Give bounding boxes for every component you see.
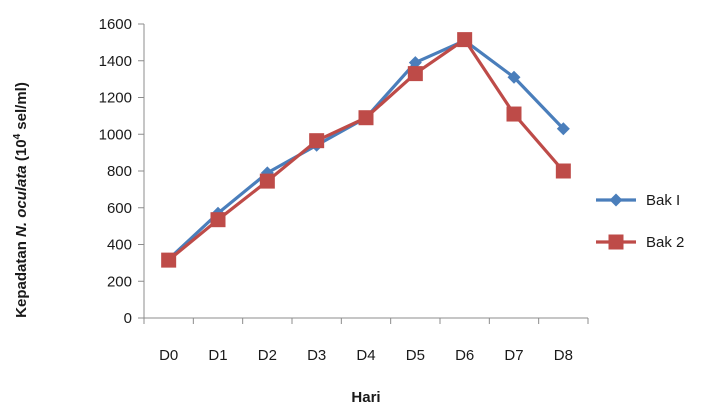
y-tick-label: 1400 — [99, 53, 132, 70]
x-ticks: D0 D1 D2 D3 D4 D5 D6 D7 D8 — [143, 318, 589, 364]
data-point — [210, 212, 226, 228]
x-tick-label: D2 — [258, 347, 277, 364]
y-axis-title-unit-close: sel/ml) — [13, 82, 30, 134]
legend-item: Bak 2 — [596, 234, 684, 251]
x-axis: D0 D1 D2 D3 D4 D5 D6 D7 D8 — [143, 317, 589, 364]
data-point — [407, 66, 423, 82]
legend-marker — [608, 234, 624, 250]
data-point — [457, 32, 473, 48]
data-point — [506, 106, 522, 122]
series-layer — [161, 32, 571, 268]
legend: Bak I Bak 2 — [596, 192, 684, 251]
data-point — [358, 110, 374, 126]
y-axis-title-species: N. oculata — [13, 165, 30, 237]
x-tick-label: D3 — [307, 347, 326, 364]
legend-item: Bak I — [596, 192, 680, 209]
y-tick-label: 800 — [107, 163, 132, 180]
y-axis-title: Kepadatan N. oculata (104 sel/ml) — [12, 82, 30, 318]
y-tick-label: 200 — [107, 273, 132, 290]
x-axis-title: Hari — [351, 389, 380, 406]
data-point — [309, 133, 325, 149]
y-axis-title-prefix: Kepadatan — [13, 237, 30, 318]
data-point — [161, 252, 177, 268]
data-point — [507, 70, 521, 84]
y-tick-label: 1600 — [99, 16, 132, 33]
y-axis-title-unit-open: (10 — [13, 139, 30, 165]
series-2 — [161, 32, 571, 268]
legend-marker — [609, 193, 623, 207]
x-tick-label: D7 — [504, 347, 523, 364]
y-tick-label: 400 — [107, 237, 132, 254]
series-1 — [162, 34, 570, 266]
y-axis: 0 200 400 600 800 1000 1200 1400 1600 — [99, 16, 145, 327]
legend-label: Bak I — [646, 192, 680, 209]
y-tick-label: 1000 — [99, 126, 132, 143]
x-tick-label: D0 — [159, 347, 178, 364]
data-point — [556, 122, 570, 136]
data-point — [555, 163, 571, 179]
x-tick-label: D4 — [356, 347, 375, 364]
y-tick-label: 1200 — [99, 90, 132, 107]
data-point — [408, 56, 422, 70]
y-tick-label: 600 — [107, 200, 132, 217]
x-tick-label: D8 — [554, 347, 573, 364]
series-line — [167, 38, 565, 261]
data-point — [259, 173, 275, 189]
x-tick-label: D1 — [208, 347, 227, 364]
series-line — [167, 38, 565, 262]
y-axis-title-unit-sup: 4 — [12, 133, 23, 139]
x-tick-label: D6 — [455, 347, 474, 364]
y-ticks: 0 200 400 600 800 1000 1200 1400 1600 — [99, 16, 144, 327]
y-tick-label: 0 — [124, 310, 132, 327]
legend-label: Bak 2 — [646, 234, 684, 251]
x-tick-label: D5 — [406, 347, 425, 364]
